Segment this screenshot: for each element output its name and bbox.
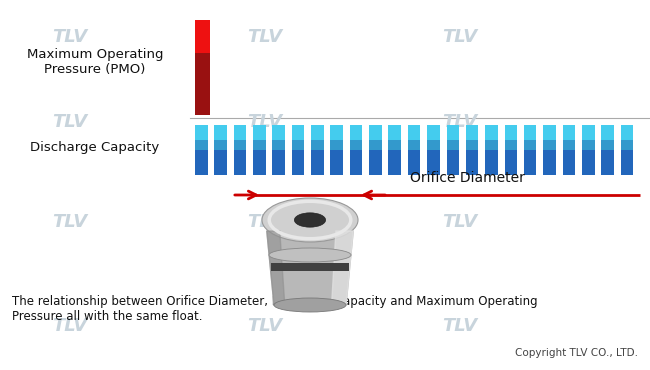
Bar (234, 125, 246, 140)
Bar (292, 125, 304, 140)
Bar (504, 140, 517, 150)
Bar (389, 125, 401, 140)
Bar (601, 140, 614, 150)
Ellipse shape (262, 198, 358, 242)
Bar (292, 150, 304, 175)
Text: Copyright TLV CO., LTD.: Copyright TLV CO., LTD. (515, 348, 638, 358)
Bar (369, 125, 382, 140)
Ellipse shape (274, 298, 346, 312)
Bar (271, 263, 349, 271)
Bar (195, 125, 207, 140)
Bar (350, 125, 362, 140)
Bar (543, 125, 556, 140)
Bar (195, 20, 210, 53)
Text: Maximum Operating
Pressure (PMO): Maximum Operating Pressure (PMO) (27, 48, 163, 76)
Bar (524, 150, 536, 175)
Bar (369, 140, 382, 150)
Bar (350, 140, 362, 150)
Bar (272, 150, 285, 175)
Polygon shape (266, 231, 285, 305)
Bar (582, 150, 595, 175)
Bar (292, 140, 304, 150)
Bar (330, 125, 343, 140)
Text: TLV: TLV (247, 28, 282, 46)
Text: TLV: TLV (52, 113, 87, 131)
Text: TLV: TLV (442, 113, 477, 131)
Bar (214, 150, 227, 175)
Bar (504, 150, 517, 175)
Ellipse shape (269, 248, 351, 262)
Bar (601, 150, 614, 175)
Bar (485, 140, 498, 150)
Bar (621, 150, 633, 175)
Bar (447, 140, 459, 150)
Bar (524, 125, 536, 140)
Bar (195, 140, 207, 150)
Text: TLV: TLV (442, 28, 477, 46)
Bar (563, 150, 575, 175)
Bar (427, 125, 440, 140)
Bar (563, 125, 575, 140)
Bar (195, 53, 210, 115)
Bar (543, 150, 556, 175)
Bar (311, 125, 324, 140)
Bar (466, 125, 478, 140)
Text: The relationship between Orifice Diameter, Discharge Capacity and Maximum Operat: The relationship between Orifice Diamete… (12, 295, 538, 323)
Bar (389, 150, 401, 175)
Text: TLV: TLV (442, 213, 477, 231)
Text: TLV: TLV (52, 28, 87, 46)
Bar (408, 150, 421, 175)
Bar (485, 125, 498, 140)
Bar (504, 125, 517, 140)
Polygon shape (332, 231, 353, 305)
Polygon shape (266, 231, 353, 305)
Text: TLV: TLV (442, 317, 477, 334)
Bar (447, 125, 459, 140)
Bar (485, 150, 498, 175)
Bar (330, 150, 343, 175)
Text: TLV: TLV (247, 213, 282, 231)
Bar (272, 140, 285, 150)
Bar (427, 140, 440, 150)
Text: Orifice Diameter: Orifice Diameter (410, 171, 525, 185)
Bar (466, 140, 478, 150)
Bar (330, 140, 343, 150)
Text: TLV: TLV (52, 213, 87, 231)
Bar (253, 140, 266, 150)
Bar (369, 150, 382, 175)
Bar (524, 140, 536, 150)
Bar (621, 125, 633, 140)
Bar (272, 125, 285, 140)
Bar (214, 140, 227, 150)
Text: TLV: TLV (247, 113, 282, 131)
Bar (543, 140, 556, 150)
Bar (582, 140, 595, 150)
Text: Discharge Capacity: Discharge Capacity (31, 141, 160, 155)
Bar (582, 125, 595, 140)
Bar (234, 150, 246, 175)
Bar (253, 125, 266, 140)
Bar (234, 140, 246, 150)
Bar (311, 140, 324, 150)
Bar (253, 150, 266, 175)
Bar (621, 140, 633, 150)
Ellipse shape (294, 213, 326, 227)
Bar (350, 150, 362, 175)
Bar (389, 140, 401, 150)
Text: TLV: TLV (247, 317, 282, 334)
Bar (195, 150, 207, 175)
Bar (408, 140, 421, 150)
Bar (563, 140, 575, 150)
Bar (408, 125, 421, 140)
Bar (447, 150, 459, 175)
Bar (601, 125, 614, 140)
Bar (427, 150, 440, 175)
Text: TLV: TLV (52, 317, 87, 334)
Bar (466, 150, 478, 175)
Bar (311, 150, 324, 175)
Bar (214, 125, 227, 140)
